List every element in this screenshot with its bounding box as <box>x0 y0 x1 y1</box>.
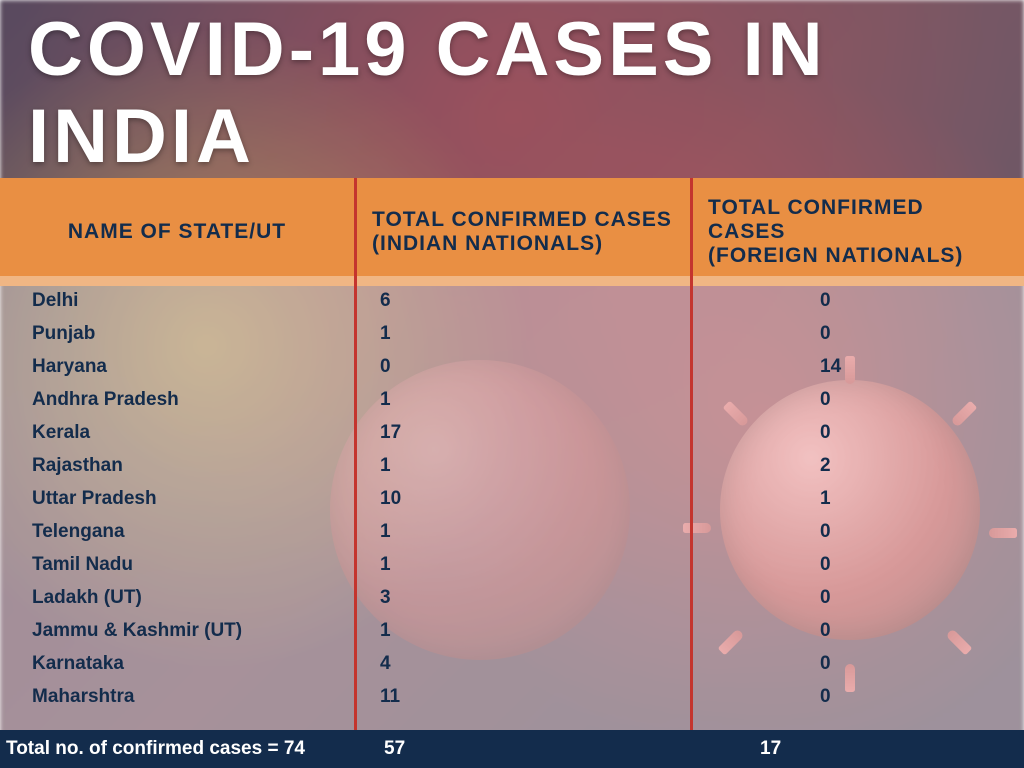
col-foreign-header: TOTAL CONFIRMED CASES (FOREIGN NATIONALS… <box>690 178 1024 286</box>
cell-indian: 3 <box>354 587 690 609</box>
table-row: Maharshtra110 <box>0 680 1024 713</box>
table-row: Delhi60 <box>0 284 1024 317</box>
cell-state: Maharshtra <box>0 686 354 708</box>
cell-indian: 0 <box>354 356 690 378</box>
table-row: Haryana014 <box>0 350 1024 383</box>
table-row: Rajasthan12 <box>0 449 1024 482</box>
table-row: Jammu & Kashmir (UT)10 <box>0 614 1024 647</box>
table-row: Karnataka40 <box>0 647 1024 680</box>
cell-state: Jammu & Kashmir (UT) <box>0 620 354 642</box>
footer-foreign-total: 17 <box>690 738 1024 760</box>
cell-foreign: 14 <box>690 356 1024 378</box>
cell-state: Telengana <box>0 521 354 543</box>
table-row: Punjab10 <box>0 317 1024 350</box>
col-foreign-line2: (FOREIGN NATIONALS) <box>708 244 1006 268</box>
cell-indian: 10 <box>354 488 690 510</box>
infographic-root: COVID-19 CASES IN INDIA As on 12.03.2020… <box>0 0 1024 768</box>
col-indian-header: TOTAL CONFIRMED CASES (INDIAN NATIONALS) <box>354 178 690 286</box>
col-indian-line1: TOTAL CONFIRMED CASES <box>372 208 672 232</box>
table-row: Tamil Nadu10 <box>0 548 1024 581</box>
cell-state: Kerala <box>0 422 354 444</box>
table-rows: Delhi60Punjab10Haryana014Andhra Pradesh1… <box>0 284 1024 713</box>
cell-foreign: 0 <box>690 290 1024 312</box>
table-row: Uttar Pradesh101 <box>0 482 1024 515</box>
col-foreign-line1: TOTAL CONFIRMED CASES <box>708 196 1006 244</box>
cell-indian: 1 <box>354 455 690 477</box>
cell-foreign: 1 <box>690 488 1024 510</box>
col-indian-line2: (INDIAN NATIONALS) <box>372 232 672 256</box>
cell-state: Rajasthan <box>0 455 354 477</box>
cell-indian: 4 <box>354 653 690 675</box>
cell-indian: 11 <box>354 686 690 708</box>
cell-state: Tamil Nadu <box>0 554 354 576</box>
table-row: Andhra Pradesh10 <box>0 383 1024 416</box>
cell-indian: 1 <box>354 389 690 411</box>
cell-foreign: 0 <box>690 389 1024 411</box>
cell-indian: 17 <box>354 422 690 444</box>
cell-foreign: 0 <box>690 587 1024 609</box>
cell-state: Delhi <box>0 290 354 312</box>
cell-foreign: 0 <box>690 653 1024 675</box>
cell-foreign: 0 <box>690 686 1024 708</box>
cell-indian: 1 <box>354 521 690 543</box>
footer-total-label: Total no. of confirmed cases = 74 <box>0 738 354 760</box>
cell-indian: 6 <box>354 290 690 312</box>
footer-row: Total no. of confirmed cases = 74 57 17 <box>0 730 1024 768</box>
cell-indian: 1 <box>354 554 690 576</box>
col-state-header: NAME OF STATE/UT <box>0 178 354 286</box>
table-row: Telengana10 <box>0 515 1024 548</box>
cell-foreign: 0 <box>690 422 1024 444</box>
cell-foreign: 2 <box>690 455 1024 477</box>
table-row: Kerala170 <box>0 416 1024 449</box>
footer-indian-total: 57 <box>354 738 690 760</box>
cell-indian: 1 <box>354 323 690 345</box>
cell-state: Haryana <box>0 356 354 378</box>
table-row: Ladakh (UT)30 <box>0 581 1024 614</box>
page-title: COVID-19 CASES IN INDIA <box>28 6 996 180</box>
cell-foreign: 0 <box>690 620 1024 642</box>
cell-foreign: 0 <box>690 323 1024 345</box>
cell-state: Uttar Pradesh <box>0 488 354 510</box>
cell-state: Ladakh (UT) <box>0 587 354 609</box>
cell-state: Karnataka <box>0 653 354 675</box>
cell-foreign: 0 <box>690 554 1024 576</box>
cell-foreign: 0 <box>690 521 1024 543</box>
cell-indian: 1 <box>354 620 690 642</box>
cell-state: Andhra Pradesh <box>0 389 354 411</box>
cell-state: Punjab <box>0 323 354 345</box>
column-headers: NAME OF STATE/UT TOTAL CONFIRMED CASES (… <box>0 178 1024 286</box>
